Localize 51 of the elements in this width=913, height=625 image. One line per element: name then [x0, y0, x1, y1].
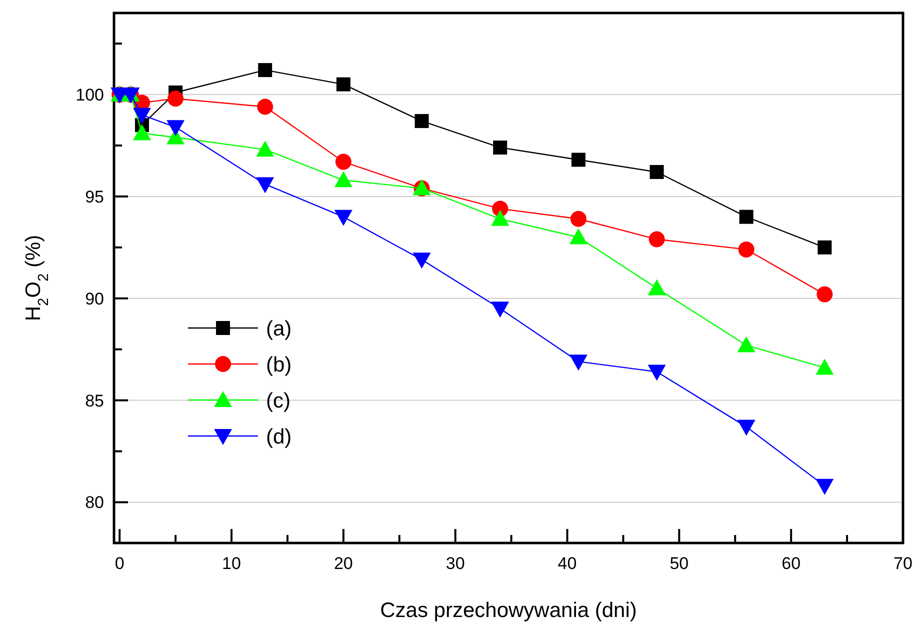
x-tick-label: 70 [894, 554, 912, 573]
point [414, 114, 429, 128]
x-tick-label: 30 [446, 554, 465, 573]
y-tick-label: 85 [85, 391, 104, 410]
x-tick-label: 50 [670, 554, 689, 573]
point [336, 77, 350, 92]
point [816, 478, 834, 495]
point [569, 228, 588, 244]
legend-label: (b) [266, 353, 292, 376]
point [257, 98, 274, 115]
x-tick-label: 40 [558, 554, 577, 573]
point [738, 241, 754, 258]
x-tick-label: 10 [222, 554, 241, 573]
point [648, 231, 665, 248]
point [256, 140, 274, 157]
point [650, 165, 664, 179]
x-tick-label: 0 [114, 554, 124, 573]
y-tick-label: 80 [85, 493, 104, 512]
point [166, 120, 185, 136]
legend-label: (c) [266, 389, 290, 412]
point [132, 124, 151, 140]
point [648, 279, 666, 296]
x-tick-label: 60 [782, 554, 801, 573]
legend-label: (a) [266, 317, 292, 340]
point [491, 302, 510, 318]
point [816, 358, 834, 375]
point [412, 252, 431, 269]
point [335, 154, 352, 170]
y-tick-label: 100 [76, 85, 104, 104]
point [258, 63, 272, 78]
point [491, 210, 510, 226]
point [493, 140, 508, 155]
point [334, 210, 352, 226]
point [816, 286, 833, 302]
point [570, 210, 586, 227]
y-tick-label: 90 [85, 289, 104, 308]
point [739, 210, 754, 224]
point [569, 354, 588, 371]
point [818, 240, 832, 254]
point [737, 336, 756, 352]
point [334, 171, 352, 188]
x-axis-title: Czas przechowywania (dni) [380, 599, 637, 622]
point [256, 177, 274, 194]
point [168, 90, 184, 107]
legend-label: (d) [266, 425, 292, 448]
point [132, 108, 151, 124]
y-tick-label: 95 [85, 187, 104, 206]
point [648, 364, 666, 381]
point [571, 152, 586, 167]
point [737, 420, 756, 436]
x-tick-label: 20 [334, 554, 353, 573]
